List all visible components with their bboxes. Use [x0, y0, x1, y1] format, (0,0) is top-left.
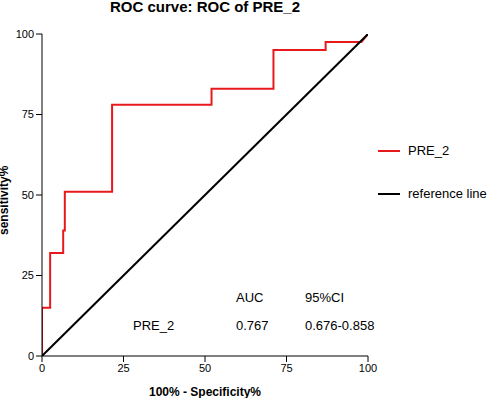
html-text:0.767: 0.767	[236, 318, 269, 333]
svg-text:50: 50	[22, 189, 34, 201]
html-text:95%CI: 95%CI	[305, 290, 344, 305]
svg-text:100: 100	[359, 362, 377, 374]
html-text:PRE_2: PRE_2	[408, 143, 450, 158]
html-text:reference line: reference line	[408, 186, 487, 201]
svg-text:100: 100	[16, 28, 34, 40]
svg-text:0: 0	[28, 350, 34, 362]
svg-text:100% - Specificity%: 100% - Specificity%	[149, 385, 261, 398]
svg-text:sensitivity%: sensitivity%	[8, 165, 11, 235]
html-text:PRE_2: PRE_2	[133, 318, 175, 333]
svg-text:75: 75	[22, 108, 34, 120]
svg-text:75: 75	[280, 362, 292, 374]
svg-text:25: 25	[22, 269, 34, 281]
svg-text:50: 50	[199, 362, 211, 374]
html-text:0.676-0.858: 0.676-0.858	[305, 318, 375, 333]
svg-text:0: 0	[39, 362, 45, 374]
svg-text:25: 25	[117, 362, 129, 374]
html-text:AUC: AUC	[236, 290, 264, 305]
